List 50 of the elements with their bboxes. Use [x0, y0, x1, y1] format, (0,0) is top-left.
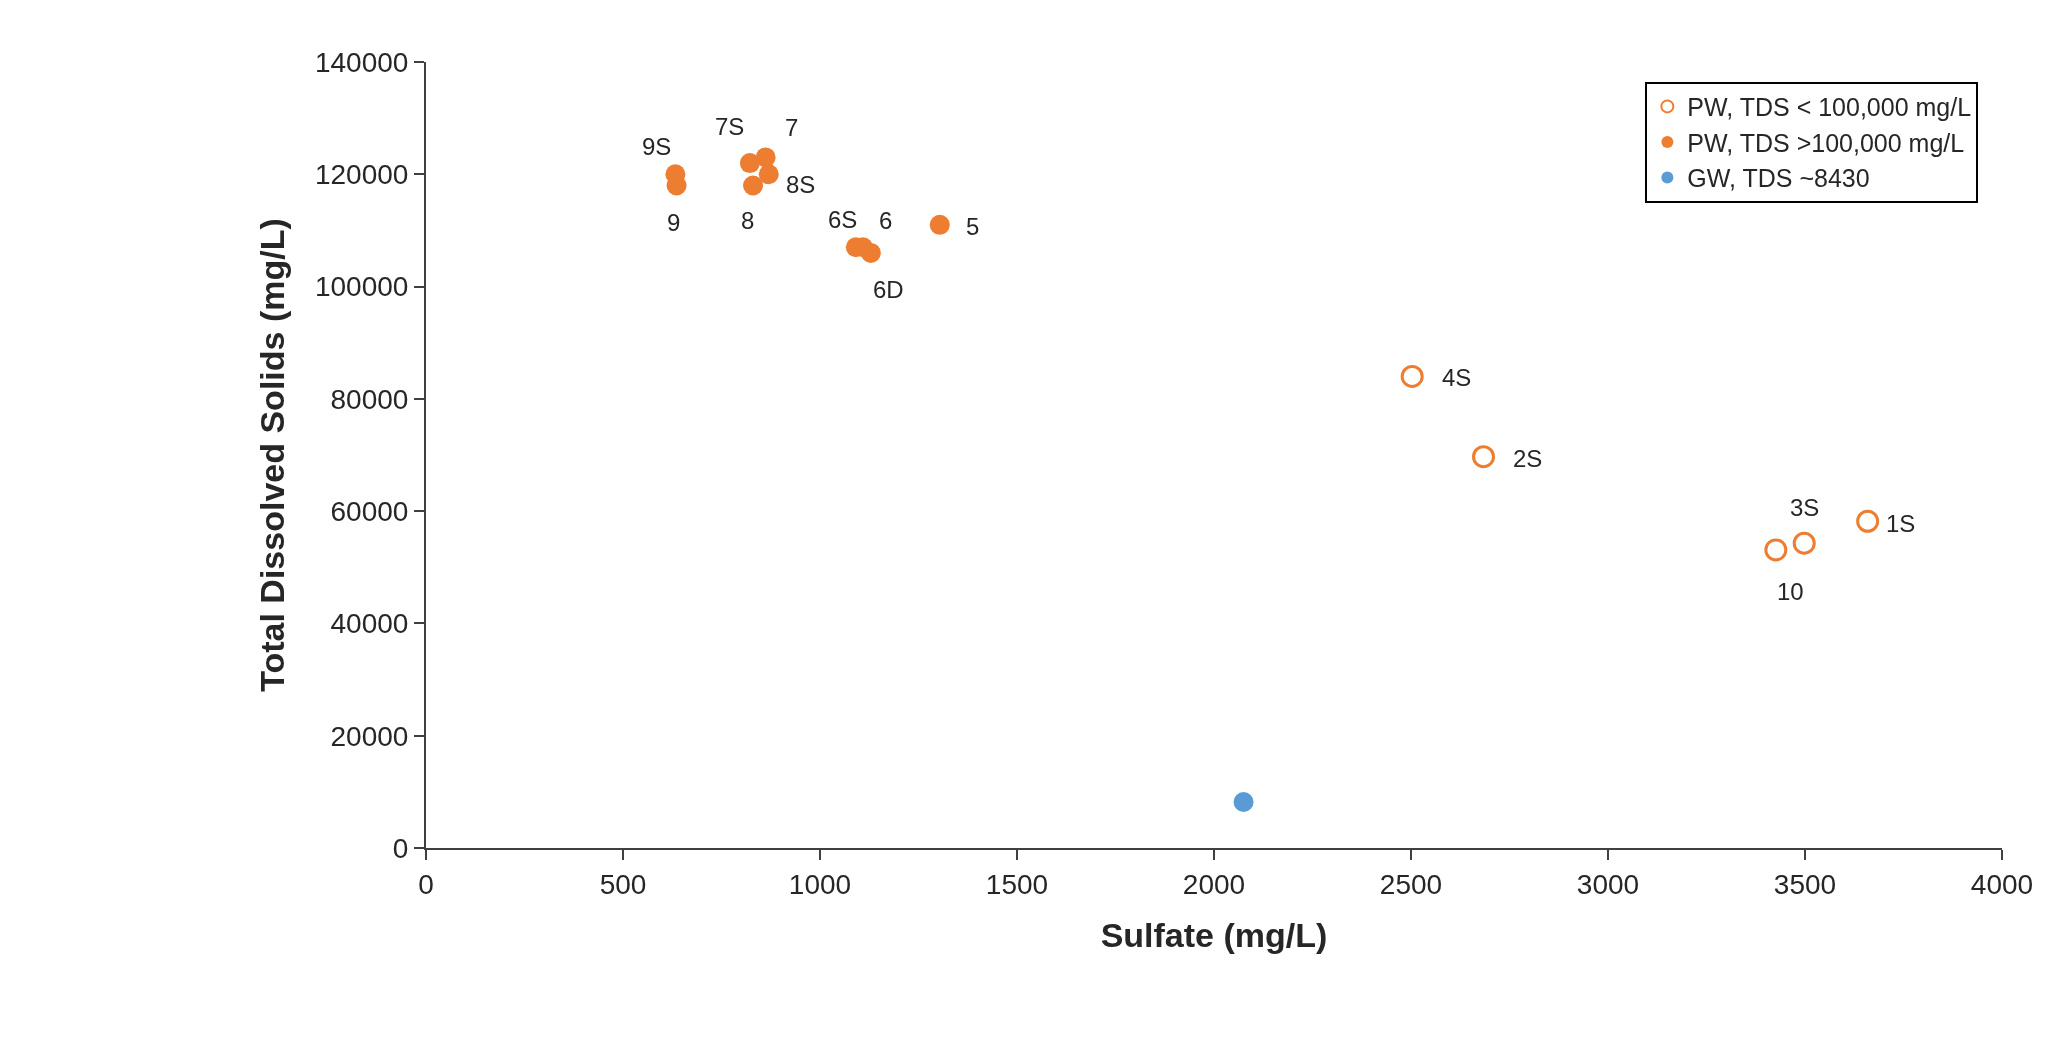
point — [1233, 791, 1254, 812]
x-tick-label: 0 — [418, 868, 434, 900]
x-axis-title: Sulfate (mg/L) — [1100, 916, 1328, 955]
annotation: 7 — [785, 114, 799, 141]
point — [758, 164, 779, 185]
annotation: 1S — [1886, 510, 1916, 537]
y-tick-label: 100000 — [314, 271, 409, 303]
annotation: 6 — [879, 207, 893, 234]
y-axis-title: Total Dissolved Solids (mg/L) — [253, 218, 292, 692]
point — [1856, 509, 1880, 533]
x-tick-label: 3500 — [1773, 868, 1837, 900]
annotation: 6S — [828, 206, 858, 233]
annotation: 6D — [873, 276, 904, 303]
point — [1472, 445, 1495, 469]
x-tick-label: 2000 — [1182, 868, 1246, 900]
annotation: 8S — [786, 171, 816, 198]
legend-label: GW, TDS ~8430 — [1687, 164, 1870, 193]
x-tick-label: 500 — [599, 868, 647, 900]
point — [860, 242, 881, 263]
annotation: 9S — [642, 133, 672, 160]
point — [1792, 531, 1816, 555]
y-tick-label: 80000 — [330, 383, 409, 415]
x-tick-label: 1000 — [788, 868, 852, 900]
x-tick-label: 3000 — [1576, 868, 1640, 900]
x-tick-label: 4000 — [1970, 868, 2034, 900]
annotation: 9 — [667, 209, 681, 236]
legend-label: PW, TDS >100,000 mg/L — [1687, 128, 1965, 157]
annotation: 5 — [966, 213, 980, 240]
y-tick-label: 60000 — [330, 495, 409, 527]
point — [743, 175, 764, 196]
point — [929, 214, 950, 235]
y-tick-label: 20000 — [330, 720, 409, 752]
point — [755, 147, 776, 168]
point — [739, 153, 760, 174]
x-tick-label: 1500 — [985, 868, 1049, 900]
legend-label: PW, TDS < 100,000 mg/L — [1687, 93, 1972, 122]
x-tick-label: 2500 — [1379, 868, 1443, 900]
y-tick-label: 0 — [392, 832, 409, 864]
annotation: 7S — [715, 113, 745, 140]
annotation: 4S — [1442, 364, 1472, 391]
y-tick-label: 120000 — [314, 159, 409, 191]
annotation: 10 — [1777, 578, 1804, 605]
y-tick-label: 140000 — [314, 46, 409, 78]
y-tick-label: 40000 — [330, 608, 409, 640]
annotation: 3S — [1790, 494, 1820, 521]
annotation: 8 — [741, 207, 755, 234]
point — [666, 175, 687, 196]
point — [1400, 364, 1424, 388]
point — [1764, 538, 1788, 562]
annotation: 2S — [1513, 445, 1543, 472]
